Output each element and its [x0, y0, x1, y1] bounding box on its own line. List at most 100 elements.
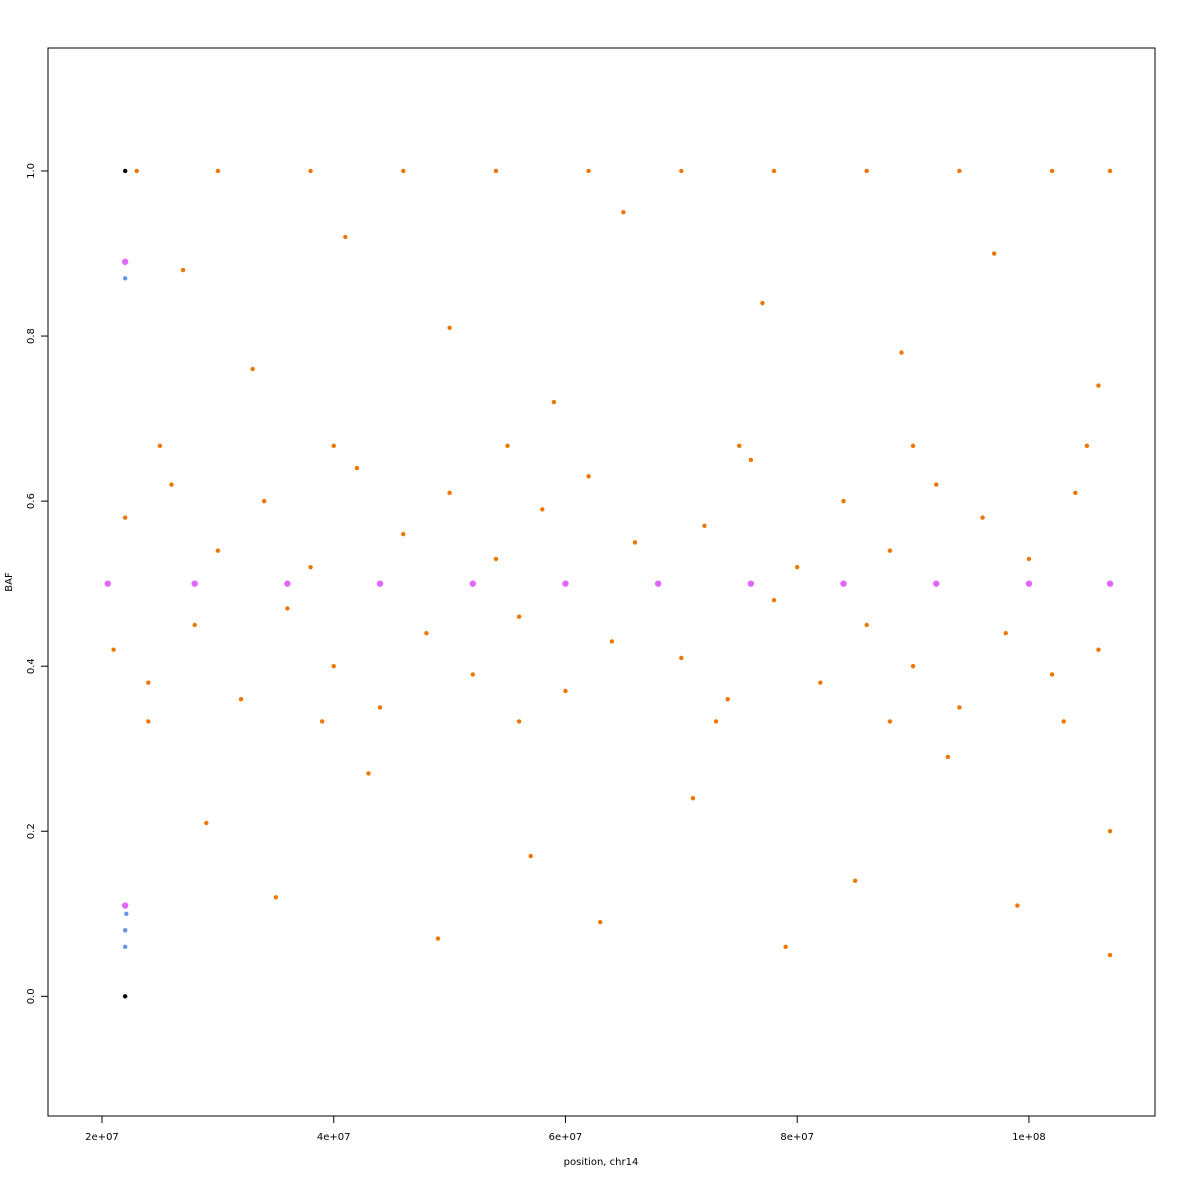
point — [124, 911, 129, 916]
point — [180, 267, 186, 273]
point — [852, 878, 858, 883]
point — [157, 443, 163, 449]
point — [401, 531, 406, 537]
y-tick-label: 0.4 — [26, 658, 37, 674]
point — [528, 853, 533, 859]
point — [493, 168, 499, 174]
point — [262, 498, 267, 504]
point — [910, 663, 916, 669]
point — [551, 399, 557, 405]
point — [1061, 719, 1066, 724]
x-tick-label: 2e+07 — [85, 1132, 119, 1143]
point — [376, 580, 384, 587]
point — [991, 251, 997, 256]
point — [783, 944, 788, 950]
point — [377, 705, 383, 710]
point — [1015, 903, 1020, 908]
point — [795, 564, 800, 570]
point — [887, 719, 893, 724]
y-tick-label: 0.8 — [26, 328, 37, 344]
x-tick-label: 6e+07 — [549, 1132, 583, 1143]
point — [598, 919, 603, 925]
point — [864, 622, 869, 628]
point — [204, 820, 209, 826]
point — [725, 696, 730, 702]
point — [273, 895, 278, 900]
point — [284, 580, 291, 587]
point — [238, 696, 244, 702]
point — [1107, 168, 1113, 174]
point — [122, 994, 128, 999]
point — [1026, 556, 1032, 562]
point — [215, 548, 221, 553]
point — [654, 580, 662, 587]
point — [469, 580, 476, 587]
point — [621, 210, 626, 215]
point — [841, 498, 846, 504]
point — [563, 688, 568, 694]
y-tick-label: 0.2 — [26, 823, 37, 839]
point — [760, 300, 765, 306]
point — [470, 672, 475, 677]
point — [934, 482, 939, 487]
point — [899, 350, 904, 355]
point — [111, 647, 116, 652]
point — [1107, 952, 1113, 958]
point — [586, 474, 591, 479]
point — [122, 515, 128, 520]
x-tick-label: 8e+07 — [780, 1132, 814, 1143]
point — [134, 168, 139, 174]
point — [702, 523, 707, 529]
point — [1049, 672, 1055, 677]
point — [864, 168, 869, 174]
point — [1096, 383, 1101, 388]
point — [1096, 647, 1101, 652]
point — [887, 548, 893, 553]
point — [505, 443, 510, 449]
point — [747, 580, 755, 587]
point — [840, 580, 847, 587]
point — [1049, 168, 1055, 174]
point — [121, 902, 129, 909]
x-tick-label: 1e+08 — [1012, 1132, 1046, 1143]
point — [690, 796, 696, 801]
point — [679, 168, 684, 174]
point — [331, 443, 336, 449]
point — [1025, 580, 1033, 587]
point — [1106, 580, 1114, 587]
point — [493, 556, 499, 562]
point — [250, 366, 255, 372]
point — [818, 680, 823, 685]
point — [771, 168, 777, 174]
point — [121, 258, 129, 265]
y-tick-label: 0.6 — [26, 493, 37, 509]
point — [104, 580, 111, 587]
point — [771, 597, 777, 603]
point — [122, 944, 128, 950]
point — [1107, 829, 1113, 834]
point — [1084, 443, 1090, 449]
point — [748, 457, 754, 463]
point — [366, 771, 371, 776]
point — [679, 655, 684, 661]
point — [308, 168, 313, 174]
point — [343, 234, 348, 240]
point — [146, 680, 151, 685]
point — [319, 719, 325, 724]
point — [192, 622, 197, 628]
point — [122, 928, 128, 933]
point — [516, 719, 522, 724]
point — [146, 719, 151, 724]
y-axis-label: BAF — [4, 572, 15, 592]
point — [737, 443, 742, 449]
x-axis-label: position, chr14 — [564, 1157, 639, 1168]
point — [215, 168, 221, 174]
point — [169, 482, 174, 487]
point — [122, 168, 128, 174]
point — [957, 168, 962, 174]
point — [1073, 490, 1078, 496]
point — [447, 325, 452, 330]
point — [424, 630, 429, 636]
point — [122, 276, 128, 281]
point — [586, 168, 591, 174]
